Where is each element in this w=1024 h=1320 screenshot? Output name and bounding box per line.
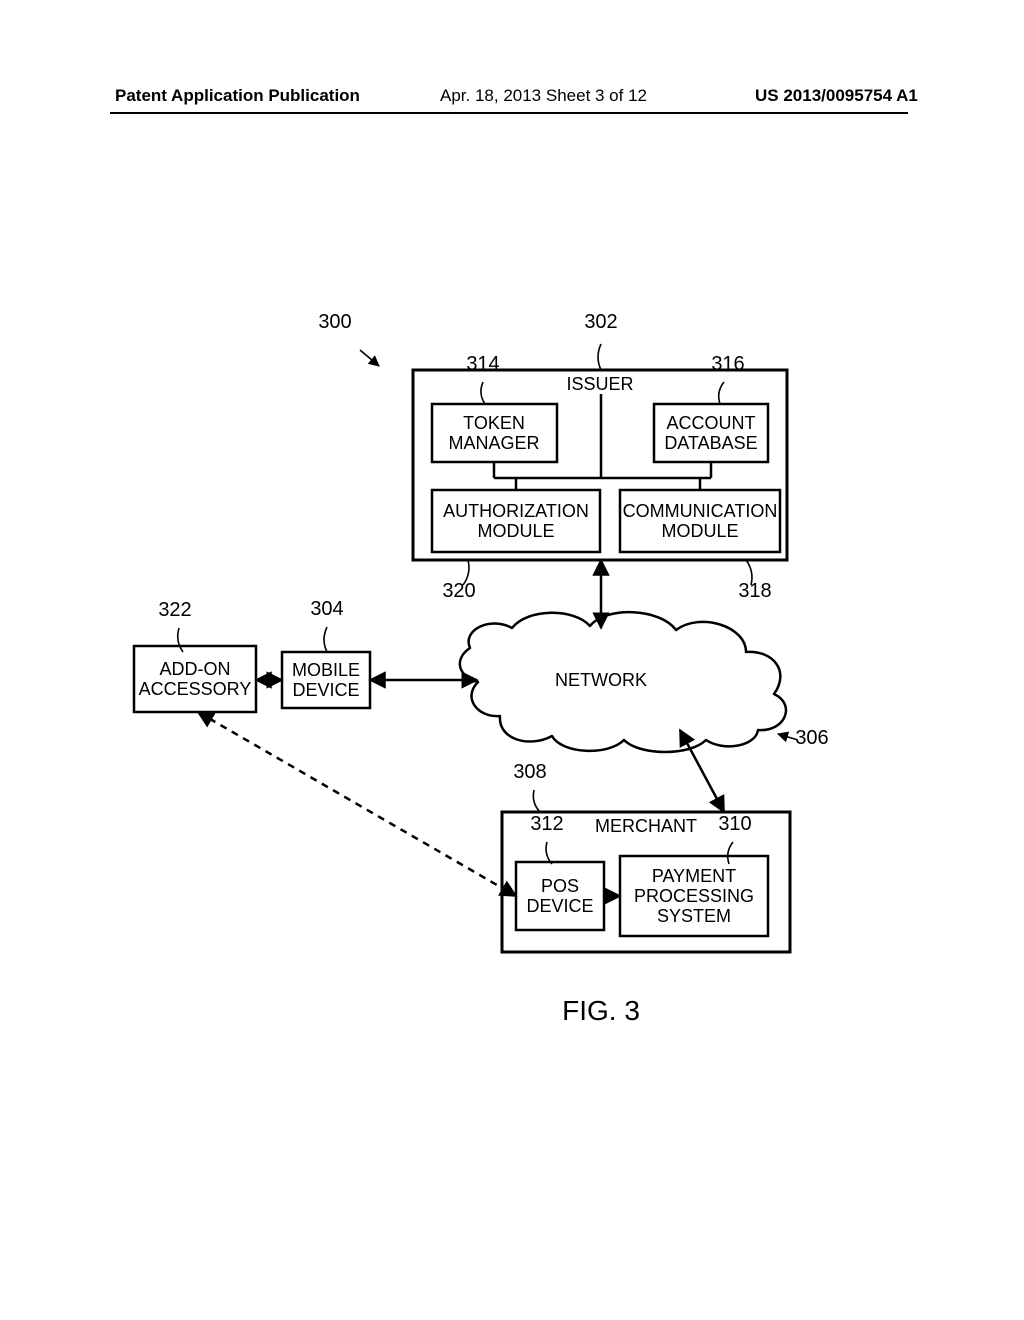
svg-text:MODULE: MODULE [477,521,554,541]
svg-text:316: 316 [711,353,744,375]
svg-text:322: 322 [158,599,191,621]
svg-text:318: 318 [738,580,771,602]
svg-text:ACCOUNT: ACCOUNT [667,413,756,433]
svg-text:308: 308 [513,761,546,783]
svg-text:300: 300 [318,311,351,333]
svg-text:NETWORK: NETWORK [555,670,647,690]
svg-text:ACCESSORY: ACCESSORY [139,679,252,699]
svg-text:ADD-ON: ADD-ON [160,659,231,679]
svg-text:310: 310 [718,813,751,835]
svg-text:ISSUER: ISSUER [566,374,633,394]
svg-text:MANAGER: MANAGER [448,433,539,453]
svg-text:314: 314 [466,353,499,375]
svg-text:312: 312 [530,813,563,835]
svg-text:DEVICE: DEVICE [292,680,359,700]
svg-text:SYSTEM: SYSTEM [657,906,731,926]
svg-text:MODULE: MODULE [661,521,738,541]
svg-text:304: 304 [310,598,343,620]
svg-text:302: 302 [584,311,617,333]
figure-label: FIG. 3 [562,995,640,1026]
svg-text:COMMUNICATION: COMMUNICATION [623,501,778,521]
svg-text:POS: POS [541,876,579,896]
figure-diagram: ISSUER TOKENMANAGER ACCOUNTDATABASE AUTHORI… [0,0,1024,1320]
svg-text:MOBILE: MOBILE [292,660,360,680]
svg-text:320: 320 [442,580,475,602]
svg-text:TOKEN: TOKEN [463,413,525,433]
svg-text:PAYMENT: PAYMENT [652,866,736,886]
svg-text:DEVICE: DEVICE [526,896,593,916]
svg-text:PROCESSING: PROCESSING [634,886,754,906]
svg-text:MERCHANT: MERCHANT [595,816,697,836]
svg-text:AUTHORIZATION: AUTHORIZATION [443,501,589,521]
svg-text:DATABASE: DATABASE [664,433,757,453]
svg-text:306: 306 [795,727,828,749]
